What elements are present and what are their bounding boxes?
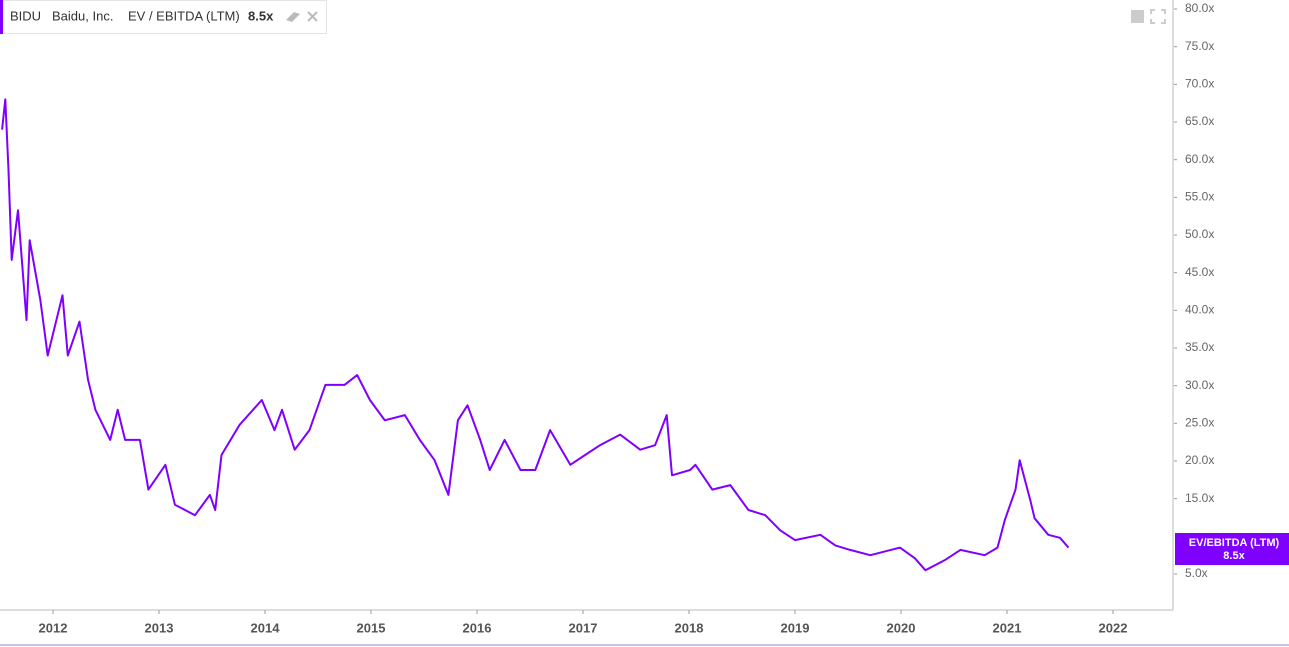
metric: EV / EBITDA (LTM) [128, 8, 240, 23]
style-icon[interactable] [286, 12, 300, 22]
x-tick-label: 2015 [357, 620, 386, 635]
y-tick-label: 45.0x [1185, 265, 1214, 279]
header-accent [0, 0, 3, 34]
y-tick-label: 30.0x [1185, 378, 1214, 392]
y-tick-label: 25.0x [1185, 416, 1214, 430]
y-tick-label: 20.0x [1185, 453, 1214, 467]
tag-background [1175, 533, 1289, 565]
last-value-tag: EV/EBITDA (LTM) 8.5x [1175, 533, 1289, 565]
y-tick-label: 70.0x [1185, 77, 1214, 91]
y-tick-label: 80.0x [1185, 1, 1214, 15]
y-tick-label: 60.0x [1185, 152, 1214, 166]
current-value: 8.5x [248, 8, 274, 23]
tag-series-name: EV/EBITDA (LTM) [1189, 537, 1280, 549]
x-tick-label: 2016 [463, 620, 492, 635]
y-tick-label: 40.0x [1185, 303, 1214, 317]
y-tick-label: 65.0x [1185, 114, 1214, 128]
export-icon[interactable] [1131, 10, 1144, 23]
x-tick-label: 2021 [993, 620, 1022, 635]
x-tick-label: 2014 [251, 620, 281, 635]
header-box: BIDU Baidu, Inc. EV / EBITDA (LTM) 8.5x [0, 0, 327, 34]
y-tick-label: 75.0x [1185, 39, 1214, 53]
fullscreen-icon[interactable] [1150, 9, 1166, 24]
y-tick-label: 15.0x [1185, 491, 1214, 505]
y-tick-label: 50.0x [1185, 227, 1214, 241]
x-tick-label: 2020 [887, 620, 916, 635]
x-tick-label: 2022 [1099, 620, 1128, 635]
tag-value: 8.5x [1223, 550, 1245, 562]
x-tick-label: 2017 [569, 620, 598, 635]
y-tick-label: 35.0x [1185, 340, 1214, 354]
header-background [0, 0, 327, 34]
series-line [1, 98, 1070, 572]
ticker: BIDU [10, 8, 41, 23]
x-tick-label: 2013 [145, 620, 174, 635]
y-tick-label: 55.0x [1185, 190, 1214, 204]
close-icon[interactable] [307, 11, 318, 22]
y-tick-label: 5.0x [1185, 566, 1208, 580]
x-tick-label: 2012 [39, 620, 68, 635]
x-tick-label: 2018 [675, 620, 704, 635]
company: Baidu, Inc. [52, 8, 113, 23]
x-tick-label: 2019 [781, 620, 810, 635]
